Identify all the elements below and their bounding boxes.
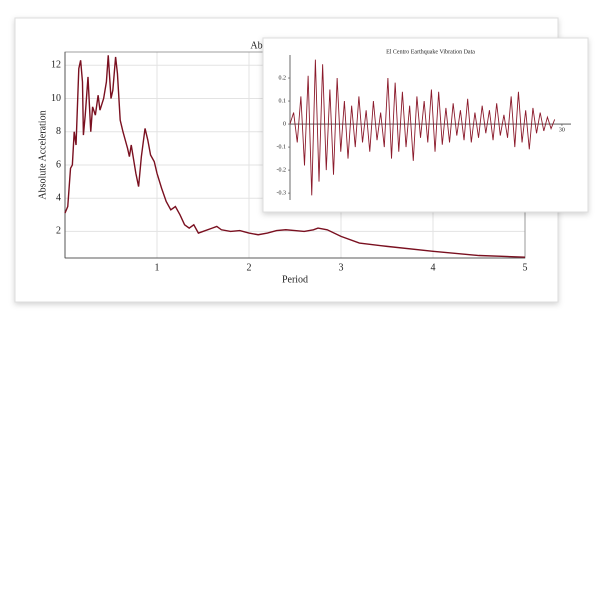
y-tick-label: 2 [56,226,61,237]
x-tick-label: 5 [523,262,528,273]
y-tick-label: -0.2 [277,167,287,173]
x-tick-label: 30 [559,127,565,133]
chart-title: El Centro Earthquake Vibration Data [386,49,475,55]
y-tick-label: 8 [56,126,61,137]
data-line [289,59,556,196]
y-tick-label: 0.1 [279,98,287,104]
y-tick-label: -0.1 [277,144,287,150]
y-tick-label: 0.2 [279,75,287,81]
data-line [64,55,526,258]
y-tick-label: 4 [56,192,61,203]
y-tick-label: 0 [283,121,286,127]
x-tick-label: 3 [339,262,344,273]
y-tick-label: -0.3 [277,190,287,196]
x-tick-label: 4 [431,262,436,273]
inset-chart: El Centro Earthquake Vibration Data 0.2 0.… [262,37,589,213]
x-axis-label: Period [282,274,308,285]
y-tick-label: 12 [51,60,61,71]
x-tick-label: 1 [155,262,160,273]
y-axis-label: Absolute Acceleration [37,110,48,199]
y-tick-label: 6 [56,159,61,170]
x-tick-label: 2 [247,262,252,273]
y-tick-label: 10 [51,93,61,104]
